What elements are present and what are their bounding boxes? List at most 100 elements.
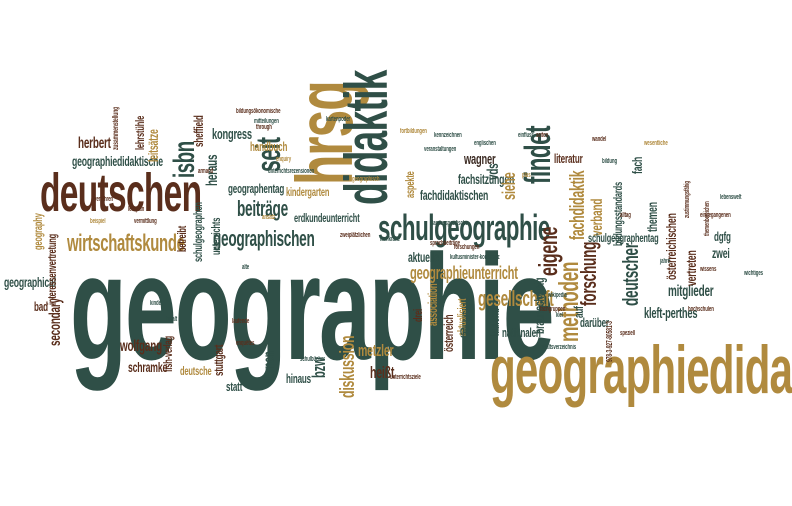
word-mitglieder: mitglieder (668, 283, 714, 300)
word-betreibt: betreibt (175, 225, 189, 252)
word-oesterreich: österreich (441, 314, 456, 352)
word-bildungsoekonomische: bildungsökonomische (236, 108, 281, 115)
word-geographischen: geographischen (213, 226, 315, 251)
word-armand: armand (198, 168, 214, 175)
word-fish-verlag: fish-verlag (161, 336, 175, 372)
word-englischen: englischen (474, 140, 496, 147)
word-veranstaltungen: veranstaltungen (424, 146, 457, 153)
word-geography: geography (31, 213, 45, 250)
word-jahre: jahre (660, 258, 670, 265)
word-geographiedidaktische: geographiedidaktische (72, 153, 163, 169)
word-wichtiges: wichtiges (744, 270, 763, 277)
word-schulgeographentag: schulgeographentag (588, 231, 659, 245)
word-lernen: lernen (261, 351, 278, 380)
word-statt: statt (226, 379, 243, 394)
word-geographieunterricht: geographieunterricht (410, 263, 518, 283)
word-laufend: laufend (487, 308, 502, 336)
word-kongress: kongress (212, 126, 252, 143)
word-literatur: literatur (554, 151, 583, 166)
word-plus: plus (522, 172, 531, 179)
word-forschung: forschung (576, 241, 601, 306)
word-kennzeichnen: kennzeichnen (434, 132, 462, 139)
word-kinder: kinder (150, 300, 163, 307)
word-association: association (425, 283, 440, 326)
word-speziell: speziell (620, 330, 635, 337)
word-stuttgart: stuttgart (211, 344, 226, 376)
word-geographiedidaktik: geographiedidaktik (490, 332, 792, 408)
word-wandel: wandel (592, 136, 607, 143)
word-eigene: eigene (533, 226, 563, 276)
word-enquiry: enquiry (276, 156, 292, 163)
word-sprachbeitraege: sprachbeiträge (430, 240, 460, 247)
word-eingegangenen: eingegangenen (700, 212, 731, 219)
word-vermittlung: vermittlung (134, 218, 157, 225)
word-unterrichtsrezensionen: unterrichtsrezensionen (268, 168, 315, 175)
word-kleft-perthes: kleft-perthes (644, 305, 698, 322)
word-diskussion: diskussion (337, 335, 359, 398)
word-geographentag: geographentag (228, 181, 285, 196)
word-gesellschaft: gesellschaft (478, 286, 554, 311)
word-verfahren: verfahren (94, 196, 114, 203)
word-interessenvertretung: interessenvertretung (45, 233, 59, 305)
word-vertreten: vertreten (683, 250, 699, 286)
word-ansatz: ansatz (262, 214, 275, 221)
word-einfluss: einfluss (518, 132, 534, 139)
word-zwei: zwei (712, 245, 730, 261)
word-hinaus: hinaus (286, 371, 312, 386)
word-siehe: siehe (499, 172, 519, 200)
word-leitsaetze: leitsätze (145, 129, 161, 162)
word-secondary: secondary (47, 298, 64, 346)
word-seiten: seiten (536, 132, 549, 139)
word-erdkundeunterricht: erdkundeunterricht (294, 211, 360, 225)
word-deutsche: deutsche (180, 364, 212, 378)
word-beitraege: beiträge (237, 196, 288, 221)
word-schulgeographen: schulgeographen (191, 202, 205, 262)
word-inhaltsverzeichnis: inhaltsverzeichnis (540, 344, 577, 351)
word-oesterreichischen: österreichischen (663, 213, 679, 280)
word-bad: bad (34, 299, 48, 314)
word-enquetes: enquêtes (236, 340, 255, 347)
word-aspekte: aspekte (403, 171, 417, 198)
word-kultusminister-konferenz: kultusminister-konferenz (450, 254, 500, 261)
word-fachdidaktik: fachdidaktik (567, 170, 589, 240)
word-geographisch: geographisch (352, 176, 380, 183)
word-isbn-number: 978-3-927-80581-3 (605, 321, 614, 362)
word-geographie: geographie (70, 223, 555, 391)
word-wikipedia: wikipedia (548, 292, 567, 299)
word-herbert: herbert (78, 135, 111, 152)
word-lebenswelt: lebenswelt (720, 194, 742, 201)
word-zustimmungsfaehig: zustimmungsfähig (684, 181, 691, 218)
word-mitteilungen: mitteilungen (254, 118, 279, 125)
word-sheffield: sheffield (191, 115, 206, 147)
word-gibt: gibt (460, 323, 475, 338)
word-lehrstuehle: lehrstühle (133, 115, 147, 150)
word-schulgeographie: schulgeographie (378, 207, 550, 248)
word-hochschulen: hochschulen (688, 306, 714, 313)
word-zusammenstellung: zusammenstellung (111, 106, 120, 150)
word-wirtschaftskunde: wirtschaftskunde (67, 230, 185, 257)
word-kartenpoder: kartenpoder (326, 116, 351, 123)
word-unterrichtsziele: unterrichtsziele (390, 374, 421, 381)
word-lehrplan: lehrplan (128, 206, 145, 213)
word-darueber: darüber (580, 315, 609, 330)
word-fortbildungen: fortbildungen (400, 128, 427, 135)
word-wesentliche: wesentliche (644, 140, 668, 147)
word-handbuch: handbuch (250, 139, 288, 154)
word-laufende: laufende (232, 318, 250, 325)
word-geographical: geographical (4, 274, 56, 290)
word-alltag: alltag (620, 212, 631, 219)
word-schramke: schramke (128, 359, 168, 375)
word-metzler: metzler (358, 341, 394, 360)
word-alte: alte (242, 264, 250, 271)
word-deutscher: deutscher (618, 243, 643, 306)
word-forschungen: forschungen (454, 244, 480, 251)
word-wagner: wagner (464, 151, 496, 168)
word-drei: drei (411, 308, 425, 322)
word-bildung: bildung (602, 158, 618, 165)
word-didaktik: didaktik (333, 70, 400, 206)
word-aktuelle: aktuelle (408, 249, 439, 265)
word-wissens: wissens (700, 266, 717, 273)
word-themen: themen (644, 202, 660, 232)
word-fachsitzungen: fachsitzungen (458, 171, 515, 187)
